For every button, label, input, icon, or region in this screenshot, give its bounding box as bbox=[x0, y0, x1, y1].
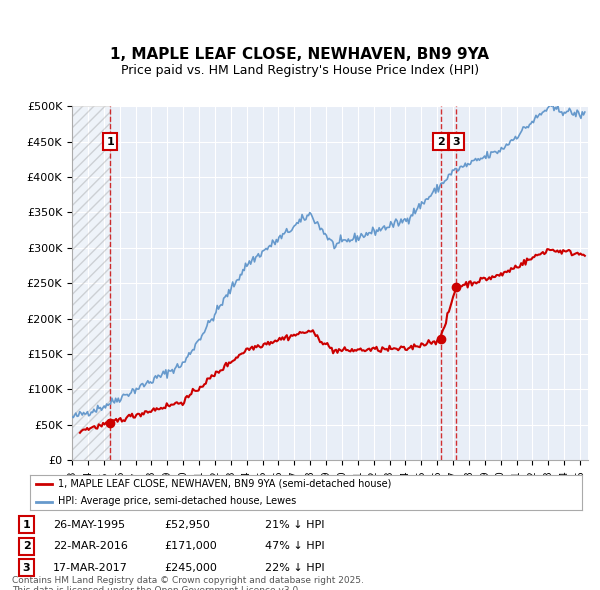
Text: 1: 1 bbox=[23, 520, 31, 530]
Text: 2: 2 bbox=[437, 137, 445, 146]
Text: Contains HM Land Registry data © Crown copyright and database right 2025.
This d: Contains HM Land Registry data © Crown c… bbox=[12, 575, 364, 590]
Text: 3: 3 bbox=[23, 563, 31, 573]
Text: Price paid vs. HM Land Registry's House Price Index (HPI): Price paid vs. HM Land Registry's House … bbox=[121, 64, 479, 77]
Text: 1: 1 bbox=[106, 137, 114, 146]
Text: HPI: Average price, semi-detached house, Lewes: HPI: Average price, semi-detached house,… bbox=[58, 497, 296, 506]
Text: 47% ↓ HPI: 47% ↓ HPI bbox=[265, 541, 325, 551]
Text: 1, MAPLE LEAF CLOSE, NEWHAVEN, BN9 9YA: 1, MAPLE LEAF CLOSE, NEWHAVEN, BN9 9YA bbox=[110, 47, 490, 62]
Text: 3: 3 bbox=[452, 137, 460, 146]
Text: 22% ↓ HPI: 22% ↓ HPI bbox=[265, 563, 325, 573]
Text: 1, MAPLE LEAF CLOSE, NEWHAVEN, BN9 9YA (semi-detached house): 1, MAPLE LEAF CLOSE, NEWHAVEN, BN9 9YA (… bbox=[58, 479, 391, 489]
Text: £52,950: £52,950 bbox=[165, 520, 211, 530]
Text: 21% ↓ HPI: 21% ↓ HPI bbox=[265, 520, 324, 530]
Bar bbox=[72, 106, 110, 460]
Text: 2: 2 bbox=[23, 541, 31, 551]
Text: 17-MAR-2017: 17-MAR-2017 bbox=[53, 563, 128, 573]
Text: 22-MAR-2016: 22-MAR-2016 bbox=[53, 541, 128, 551]
Text: 26-MAY-1995: 26-MAY-1995 bbox=[53, 520, 125, 530]
Text: £171,000: £171,000 bbox=[165, 541, 218, 551]
Text: £245,000: £245,000 bbox=[165, 563, 218, 573]
